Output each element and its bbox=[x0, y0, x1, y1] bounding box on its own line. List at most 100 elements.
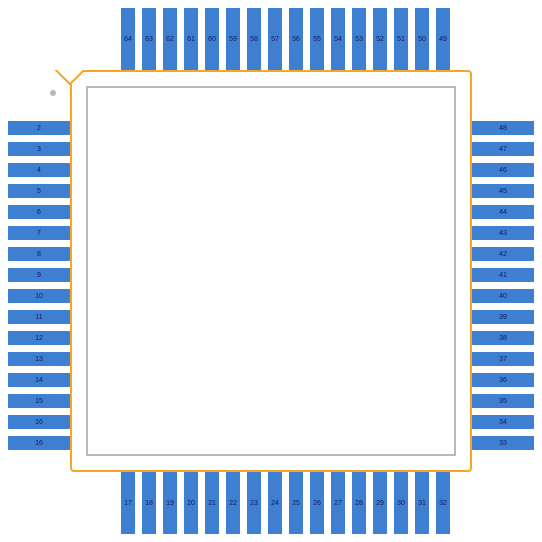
pin-label-40: 40 bbox=[499, 293, 507, 300]
pin-label-4: 5 bbox=[37, 188, 41, 195]
pin-label-30: 30 bbox=[397, 500, 405, 507]
pin-label-46: 46 bbox=[499, 167, 507, 174]
pin-36: 36 bbox=[472, 373, 534, 387]
pin-label-1: 2 bbox=[37, 125, 41, 132]
pin-60: 60 bbox=[205, 8, 219, 70]
package-body-inner bbox=[86, 86, 456, 456]
pin-label-10: 11 bbox=[35, 314, 42, 321]
pin-47: 47 bbox=[472, 142, 534, 156]
pin-label-54: 54 bbox=[334, 36, 342, 43]
pin-55: 55 bbox=[310, 8, 324, 70]
pin-34: 34 bbox=[472, 415, 534, 429]
pin-label-3: 4 bbox=[37, 167, 41, 174]
pin-21: 21 bbox=[205, 472, 219, 534]
pin-label-23: 23 bbox=[250, 500, 258, 507]
pin-18: 18 bbox=[142, 472, 156, 534]
pin-17: 17 bbox=[121, 472, 135, 534]
pin-label-37: 37 bbox=[499, 356, 507, 363]
pin-label-41: 41 bbox=[499, 272, 507, 279]
pin-label-62: 62 bbox=[166, 36, 174, 43]
pin-label-56: 56 bbox=[292, 36, 300, 43]
pin-label-5: 6 bbox=[37, 209, 41, 216]
pin-label-20: 20 bbox=[187, 500, 195, 507]
pin-20: 20 bbox=[184, 472, 198, 534]
pin-13: 14 bbox=[8, 373, 70, 387]
pin-label-61: 61 bbox=[187, 36, 195, 43]
pin-label-59: 59 bbox=[229, 36, 237, 43]
pin-label-51: 51 bbox=[397, 36, 405, 43]
pin-4: 5 bbox=[8, 184, 70, 198]
pin-53: 53 bbox=[352, 8, 366, 70]
pin-48: 48 bbox=[472, 121, 534, 135]
pin-61: 61 bbox=[184, 8, 198, 70]
pin-label-32: 32 bbox=[439, 500, 447, 507]
pin-29: 29 bbox=[373, 472, 387, 534]
pin-label-28: 28 bbox=[355, 500, 363, 507]
pin-7: 8 bbox=[8, 247, 70, 261]
pin-33: 33 bbox=[472, 436, 534, 450]
pin-15: 16 bbox=[8, 415, 70, 429]
pin-label-18: 18 bbox=[145, 500, 153, 507]
pin-41: 41 bbox=[472, 268, 534, 282]
pin-label-11: 12 bbox=[35, 335, 43, 342]
pin-label-29: 29 bbox=[376, 500, 384, 507]
pin-45: 45 bbox=[472, 184, 534, 198]
pin-label-50: 50 bbox=[418, 36, 426, 43]
pin-25: 25 bbox=[289, 472, 303, 534]
pin-2: 3 bbox=[8, 142, 70, 156]
pin-label-2: 3 bbox=[37, 146, 41, 153]
footprint-canvas: 2345678910111213141516163334353637383940… bbox=[0, 0, 542, 542]
pin-label-17: 17 bbox=[124, 500, 132, 507]
pin-label-7: 8 bbox=[37, 251, 41, 258]
pin-44: 44 bbox=[472, 205, 534, 219]
pin-9: 10 bbox=[8, 289, 70, 303]
pin-label-8: 9 bbox=[37, 272, 41, 279]
pin-3: 4 bbox=[8, 163, 70, 177]
pin-56: 56 bbox=[289, 8, 303, 70]
pin-26: 26 bbox=[310, 472, 324, 534]
pin-16: 16 bbox=[8, 436, 70, 450]
pin-label-48: 48 bbox=[499, 125, 507, 132]
pin-label-47: 47 bbox=[499, 146, 507, 153]
pin-label-57: 57 bbox=[271, 36, 279, 43]
pin-8: 9 bbox=[8, 268, 70, 282]
pin-24: 24 bbox=[268, 472, 282, 534]
pin-12: 13 bbox=[8, 352, 70, 366]
pin-label-43: 43 bbox=[499, 230, 507, 237]
pin-label-22: 22 bbox=[229, 500, 237, 507]
pin-49: 49 bbox=[436, 8, 450, 70]
pin-label-35: 35 bbox=[499, 398, 507, 405]
pin-label-25: 25 bbox=[292, 500, 300, 507]
pin-label-49: 49 bbox=[439, 36, 447, 43]
pin-label-6: 7 bbox=[37, 230, 41, 237]
pin-label-19: 19 bbox=[166, 500, 174, 507]
pin-label-14: 15 bbox=[35, 398, 43, 405]
pin-label-27: 27 bbox=[334, 500, 342, 507]
pin-label-26: 26 bbox=[313, 500, 321, 507]
pin-label-38: 38 bbox=[499, 335, 507, 342]
pin-label-12: 13 bbox=[35, 356, 43, 363]
pin-14: 15 bbox=[8, 394, 70, 408]
pin-59: 59 bbox=[226, 8, 240, 70]
pin-6: 7 bbox=[8, 226, 70, 240]
pin-58: 58 bbox=[247, 8, 261, 70]
pin-label-9: 10 bbox=[35, 293, 43, 300]
pin-label-15: 16 bbox=[35, 419, 43, 426]
pin-label-33: 33 bbox=[499, 440, 507, 447]
pin-label-42: 42 bbox=[499, 251, 507, 258]
pin-label-64: 64 bbox=[124, 36, 132, 43]
pin-label-36: 36 bbox=[499, 377, 507, 384]
pin-35: 35 bbox=[472, 394, 534, 408]
pin-label-44: 44 bbox=[499, 209, 507, 216]
pin-label-60: 60 bbox=[208, 36, 216, 43]
pin-5: 6 bbox=[8, 205, 70, 219]
pin-39: 39 bbox=[472, 310, 534, 324]
pin-31: 31 bbox=[415, 472, 429, 534]
pin-64: 64 bbox=[121, 8, 135, 70]
pin-40: 40 bbox=[472, 289, 534, 303]
pin-label-55: 55 bbox=[313, 36, 321, 43]
pin-50: 50 bbox=[415, 8, 429, 70]
pin-label-52: 52 bbox=[376, 36, 384, 43]
pin-38: 38 bbox=[472, 331, 534, 345]
pin-42: 42 bbox=[472, 247, 534, 261]
